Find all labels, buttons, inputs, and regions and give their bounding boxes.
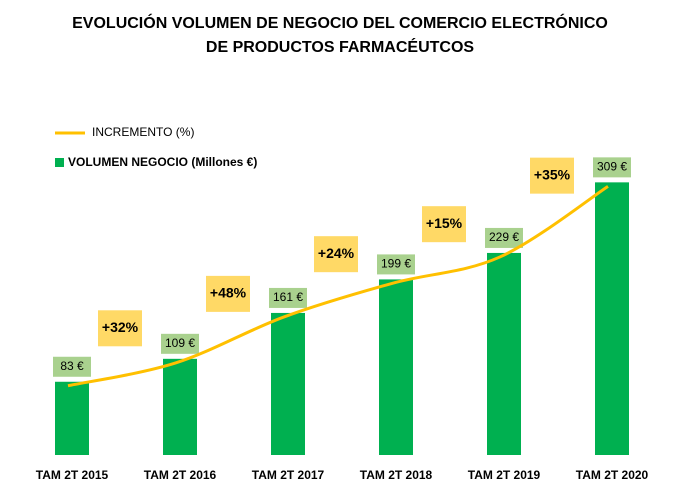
value-label: 83 € (60, 359, 84, 373)
value-label-box (269, 287, 307, 308)
x-tick-label: TAM 2T 2015 (36, 468, 109, 482)
increment-box (206, 275, 250, 312)
bar (55, 381, 89, 455)
value-label: 199 € (381, 257, 411, 271)
legend-label: VOLUMEN NEGOCIO (Millones €) (68, 155, 257, 169)
value-label-box (377, 254, 415, 275)
increment-box (98, 310, 142, 347)
bar (163, 358, 197, 455)
increment-label: +48% (210, 285, 247, 301)
increment-box (314, 236, 358, 273)
legend-swatch (55, 158, 64, 167)
bar (379, 279, 413, 455)
bar (487, 252, 521, 455)
value-label-box (53, 356, 91, 377)
trend-line (67, 185, 609, 388)
value-label: 309 € (597, 160, 627, 174)
chart-title: EVOLUCIÓN VOLUMEN DE NEGOCIO DEL COMERCI… (72, 13, 608, 32)
increment-box (530, 157, 574, 194)
increment-label: +24% (318, 245, 355, 261)
x-tick-label: TAM 2T 2018 (360, 468, 433, 482)
value-label: 161 € (273, 290, 303, 304)
value-label-box (485, 227, 523, 248)
increment-label: +32% (102, 319, 139, 335)
increment-label: +35% (534, 166, 571, 182)
x-tick-label: TAM 2T 2016 (144, 468, 217, 482)
value-label-box (593, 157, 631, 178)
value-label: 109 € (165, 336, 195, 350)
legend-label: INCREMENTO (%) (92, 125, 194, 139)
x-tick-label: TAM 2T 2020 (576, 468, 649, 482)
increment-box (422, 206, 466, 243)
x-tick-label: TAM 2T 2017 (252, 468, 325, 482)
chart-title: DE PRODUCTOS FARMACÉUTCOS (206, 37, 474, 56)
increment-label: +15% (426, 215, 463, 231)
value-label: 229 € (489, 230, 519, 244)
bar (271, 312, 305, 455)
bar (595, 182, 629, 455)
value-label-box (161, 333, 199, 354)
x-tick-label: TAM 2T 2019 (468, 468, 541, 482)
